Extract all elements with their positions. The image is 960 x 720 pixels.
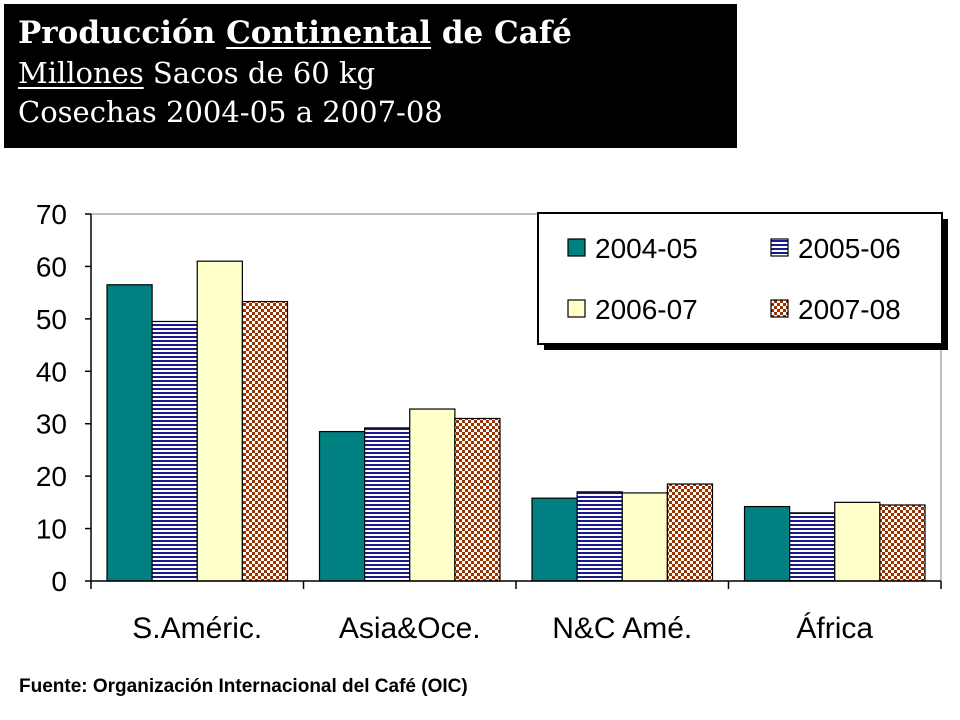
bar [879,504,926,582]
y-tick-label: 10 [36,514,67,545]
chart-subtitle-units: Millones Sacos de 60 kg [18,54,737,93]
bar [151,320,198,582]
x-tick-label: Asia&Oce. [339,612,481,645]
bar [666,483,714,582]
title-word-de-cafe: de Café [441,15,572,51]
legend-label: 2006-07 [595,294,698,325]
bar [531,497,578,582]
bar [834,501,881,582]
bar [241,300,289,582]
legend-swatch [770,299,789,318]
title-box: Producción Continental de Café Millones … [4,4,737,148]
bar [789,512,836,582]
y-tick-label: 60 [36,251,67,282]
y-tick-label: 50 [36,304,67,335]
y-tick-label: 0 [51,566,67,597]
bar [106,284,153,582]
legend-swatch [567,238,586,257]
y-tick-label: 30 [36,409,67,440]
chart-title: Producción Continental de Café [18,12,737,54]
bar [743,505,791,582]
x-tick-label: N&C Amé. [552,612,692,645]
bar-chart: 0 10 20 30 40 50 60 70 S.Améric. Asia&Oce. N&C Amé… [36,199,948,645]
chart-subtitle-harvests: Cosechas 2004-05 a 2007-08 [18,95,443,129]
subtitle-units-rest: Sacos de 60 kg [152,56,376,90]
legend-label: 2005-06 [798,233,901,264]
source-note: Fuente: Organización Internacional del C… [19,676,468,697]
subtitle-word-millones: Millones [18,56,144,90]
axes: 0 10 20 30 40 50 60 70 S.Améric. Asia&Oce. N&C Amé… [36,199,942,645]
bars [106,260,926,582]
bar [196,260,243,582]
legend-label: 2004-05 [595,233,698,264]
y-tick-label: 70 [36,199,67,230]
legend-box [537,212,943,345]
y-tick-label: 20 [36,461,67,492]
bar [364,427,411,582]
x-tick-label: S.Améric. [132,612,262,645]
title-word-produccion: Producción [18,15,216,51]
x-tick-label: África [796,612,873,645]
legend-swatch [567,299,586,318]
legend-label: 2007-08 [798,294,901,325]
legend: 2004-05 2005-06 2006-07 2007-08 [537,212,948,350]
bar [621,492,668,582]
title-word-continental: Continental [226,15,432,51]
y-tick-label: 40 [36,356,67,387]
legend-swatch [770,238,789,257]
bar [409,408,456,582]
bar [318,430,366,582]
bar [454,417,501,582]
bar [576,491,623,582]
